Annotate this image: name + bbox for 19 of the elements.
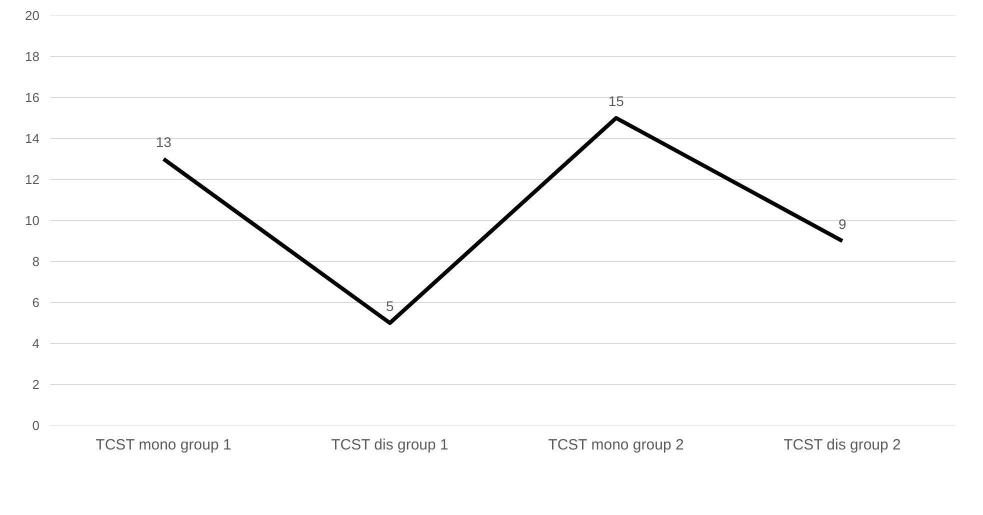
y-tick-label: 18 <box>25 49 40 64</box>
y-tick-label: 10 <box>25 213 40 228</box>
y-tick-label: 14 <box>25 131 40 146</box>
y-tick-label: 20 <box>25 8 40 23</box>
data-label: 13 <box>156 134 172 150</box>
y-tick-label: 8 <box>32 254 40 269</box>
x-tick-label: TCST dis group 2 <box>784 436 901 454</box>
data-label: 15 <box>608 93 624 109</box>
y-tick-label: 4 <box>32 336 40 351</box>
x-tick-label: TCST dis group 1 <box>331 436 448 454</box>
x-tick-label: TCST mono group 1 <box>96 436 232 454</box>
y-tick-label: 6 <box>32 295 40 310</box>
y-tick-label: 2 <box>32 377 40 392</box>
y-tick-label: 0 <box>32 418 40 433</box>
data-label: 5 <box>386 298 394 314</box>
data-label: 9 <box>838 216 846 232</box>
x-tick-label: TCST mono group 2 <box>548 436 684 454</box>
y-tick-label: 12 <box>25 172 40 187</box>
y-tick-label: 16 <box>25 90 40 105</box>
